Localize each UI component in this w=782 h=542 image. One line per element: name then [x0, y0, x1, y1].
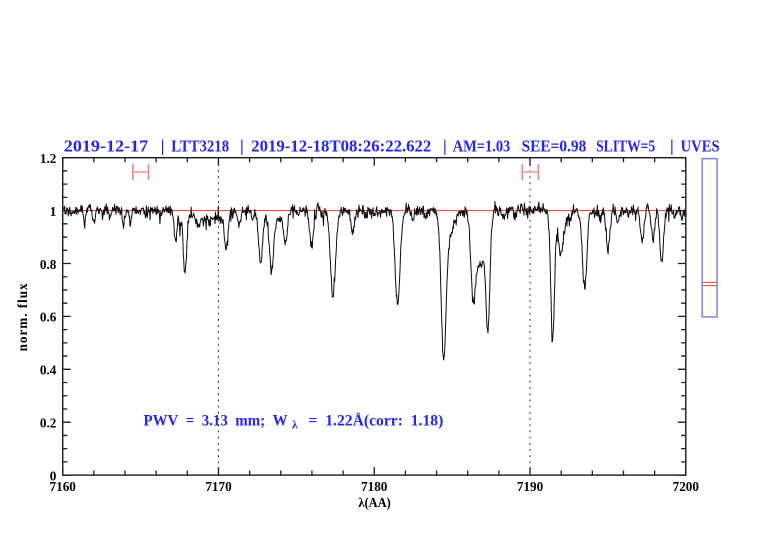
svg-text:norm. flux: norm. flux — [15, 283, 30, 351]
svg-text:λ: λ — [292, 420, 298, 432]
svg-text:7190: 7190 — [517, 479, 544, 494]
svg-text:0.4: 0.4 — [40, 363, 57, 378]
svg-text:0.6: 0.6 — [40, 310, 57, 325]
svg-text:1: 1 — [50, 204, 57, 219]
svg-text:2019-12-17|LTT3218|2019-12-18T: 2019-12-17 | LTT3218 | 2019-12-18T08:26:22.6… — [64, 136, 720, 155]
svg-text:1.2: 1.2 — [40, 151, 57, 166]
svg-text:7160: 7160 — [50, 479, 77, 494]
svg-text:0: 0 — [50, 468, 57, 483]
svg-text:7170: 7170 — [205, 479, 232, 494]
svg-text:7200: 7200 — [673, 479, 700, 494]
svg-text:0.2: 0.2 — [40, 416, 57, 431]
svg-text:PWV = 3.13 mm; W: PWV = 3.13 mm; W — [144, 412, 288, 429]
svg-text:= 1.22Å(corr: 1.18): = 1.22Å(corr: 1.18) — [309, 412, 444, 429]
svg-text:0.8: 0.8 — [40, 257, 57, 272]
svg-text:7180: 7180 — [361, 479, 388, 494]
svg-text:λ(AA): λ(AA) — [358, 495, 391, 510]
